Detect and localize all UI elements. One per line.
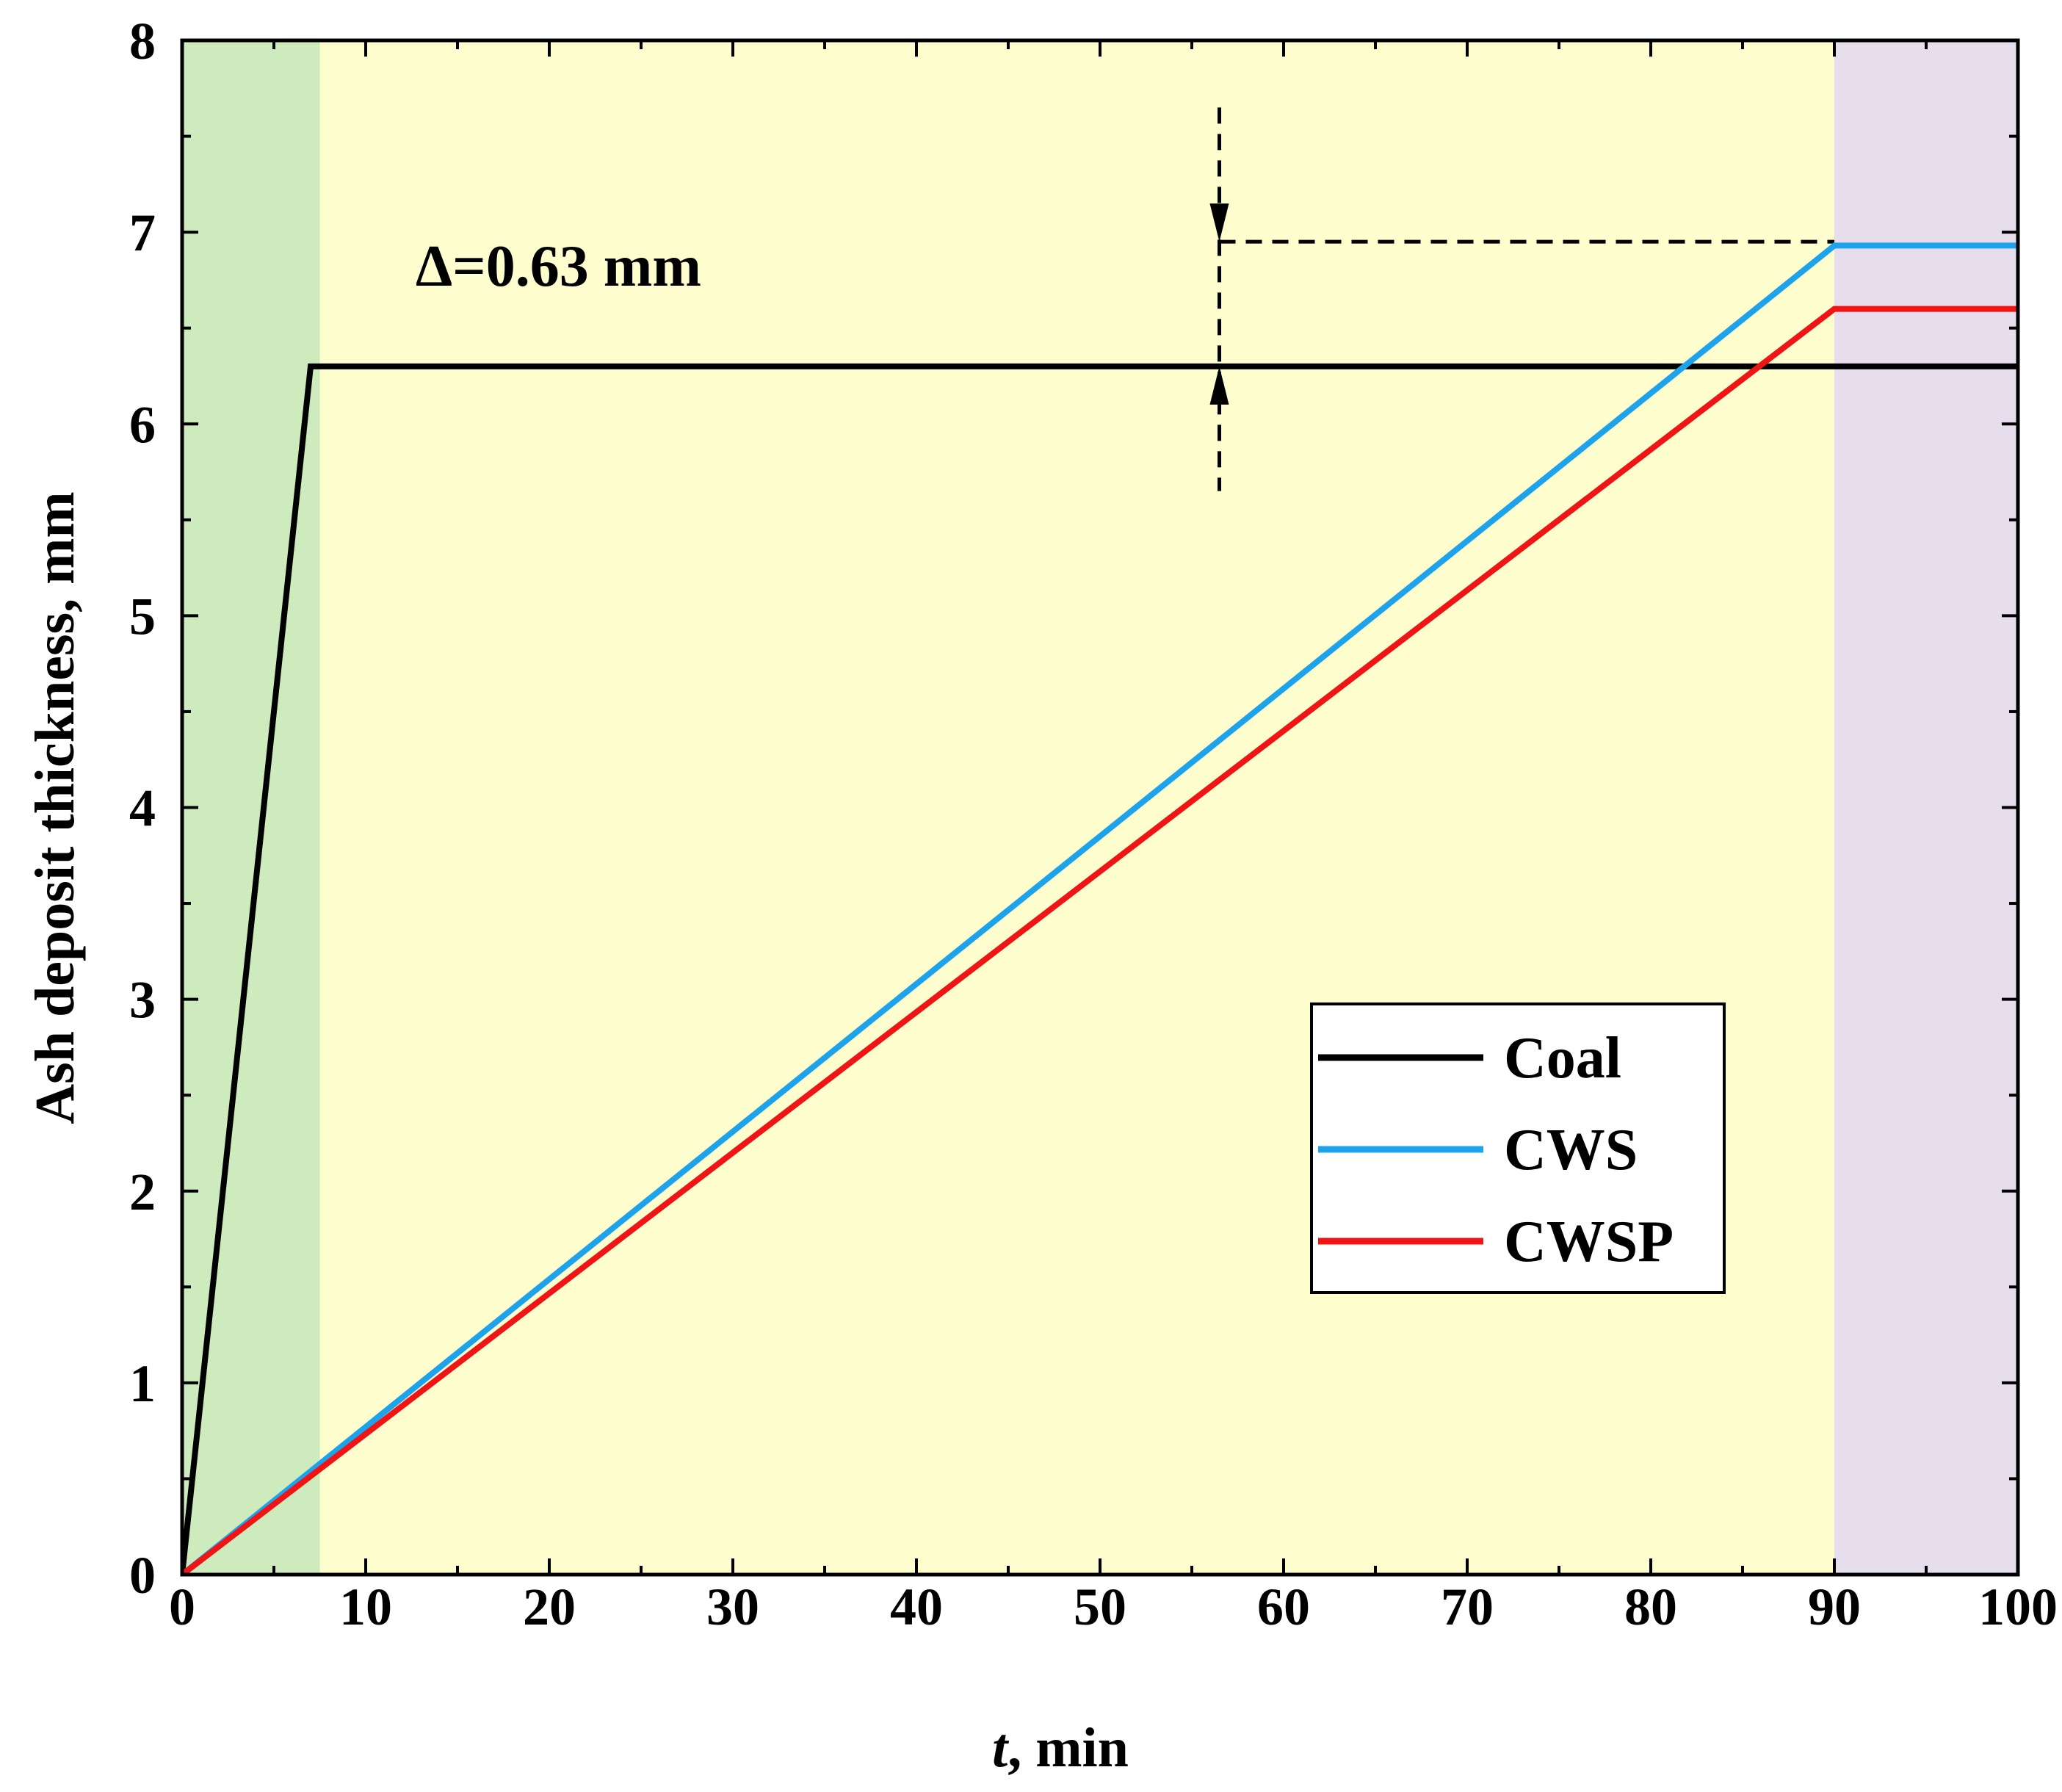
series-line-cwsp xyxy=(182,306,2018,1575)
y-tick-label: 3 xyxy=(129,971,156,1030)
y-tick-label: 4 xyxy=(129,779,156,838)
x-tick-label: 100 xyxy=(1978,1578,2058,1636)
x-tick-label: 10 xyxy=(339,1578,392,1636)
legend: Coal CWS CWSP xyxy=(1310,1002,1726,1294)
background-regions xyxy=(182,40,2018,1575)
y-tick-label: 2 xyxy=(129,1163,156,1221)
series-line-coal xyxy=(182,363,2018,1575)
x-tick-label: 60 xyxy=(1257,1578,1310,1636)
x-tick-label: 70 xyxy=(1441,1578,1494,1636)
region-1 xyxy=(319,40,1834,1575)
x-tick-label: 40 xyxy=(890,1578,943,1636)
legend-label-cwsp: CWSP xyxy=(1504,1210,1674,1274)
tick-labels: 0 10 20 30 40 50 60 70 80 90 100 0 1 2 3 4 5 6 7 8 xyxy=(129,12,2058,1636)
series-lines xyxy=(182,242,2018,1575)
annotation-arrow-down xyxy=(1209,203,1229,242)
annotation-label: Δ=0.63 mm xyxy=(416,234,701,299)
delta-annotation: Δ=0.63 mm xyxy=(416,107,1834,491)
plot-frame xyxy=(180,38,2020,1577)
y-tick-label: 6 xyxy=(129,395,156,454)
legend-label-coal: Coal xyxy=(1504,1026,1621,1091)
y-tick-label: 0 xyxy=(129,1546,156,1605)
x-tick-label: 30 xyxy=(706,1578,759,1636)
series-line-cws xyxy=(182,242,2018,1575)
annotation-arrow-up xyxy=(1209,366,1229,405)
x-tick-label: 20 xyxy=(523,1578,576,1636)
y-tick-label: 8 xyxy=(129,12,156,71)
x-tick-label: 0 xyxy=(169,1578,195,1636)
y-tick-label: 1 xyxy=(129,1354,156,1413)
x-axis-label-italic: t xyxy=(992,1717,1010,1779)
y-axis-label: Ash deposit thickness, mm xyxy=(24,491,86,1124)
y-tick-label: 5 xyxy=(129,587,156,646)
x-tick-label: 90 xyxy=(1808,1578,1861,1636)
y-tick-label: 7 xyxy=(129,203,156,262)
region-0 xyxy=(182,40,320,1575)
x-tick-label: 80 xyxy=(1624,1578,1677,1636)
x-axis-label-rest: , min xyxy=(1008,1717,1129,1779)
x-tick-label: 50 xyxy=(1074,1578,1126,1636)
region-2 xyxy=(1834,40,2018,1575)
x-axis-label: t, min xyxy=(992,1717,1129,1779)
legend-label-cws: CWS xyxy=(1504,1118,1638,1182)
